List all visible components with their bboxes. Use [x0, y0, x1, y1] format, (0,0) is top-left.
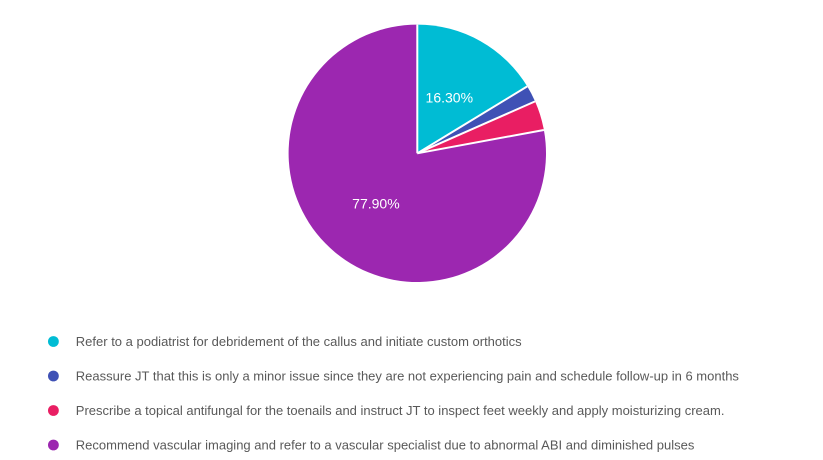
svg-text:Recommend vascular imaging and: Recommend vascular imaging and refer to …: [76, 438, 695, 453]
svg-text:77.90%: 77.90%: [352, 195, 399, 211]
svg-text:Refer to a podiatrist for debr: Refer to a podiatrist for debridement of…: [76, 334, 522, 349]
svg-text:16.30%: 16.30%: [426, 89, 473, 105]
svg-text:Reassure JT that this is only: Reassure JT that this is only a minor is…: [76, 369, 740, 384]
svg-text:Prescribe a topical antifungal: Prescribe a topical antifungal for the t…: [76, 403, 725, 418]
